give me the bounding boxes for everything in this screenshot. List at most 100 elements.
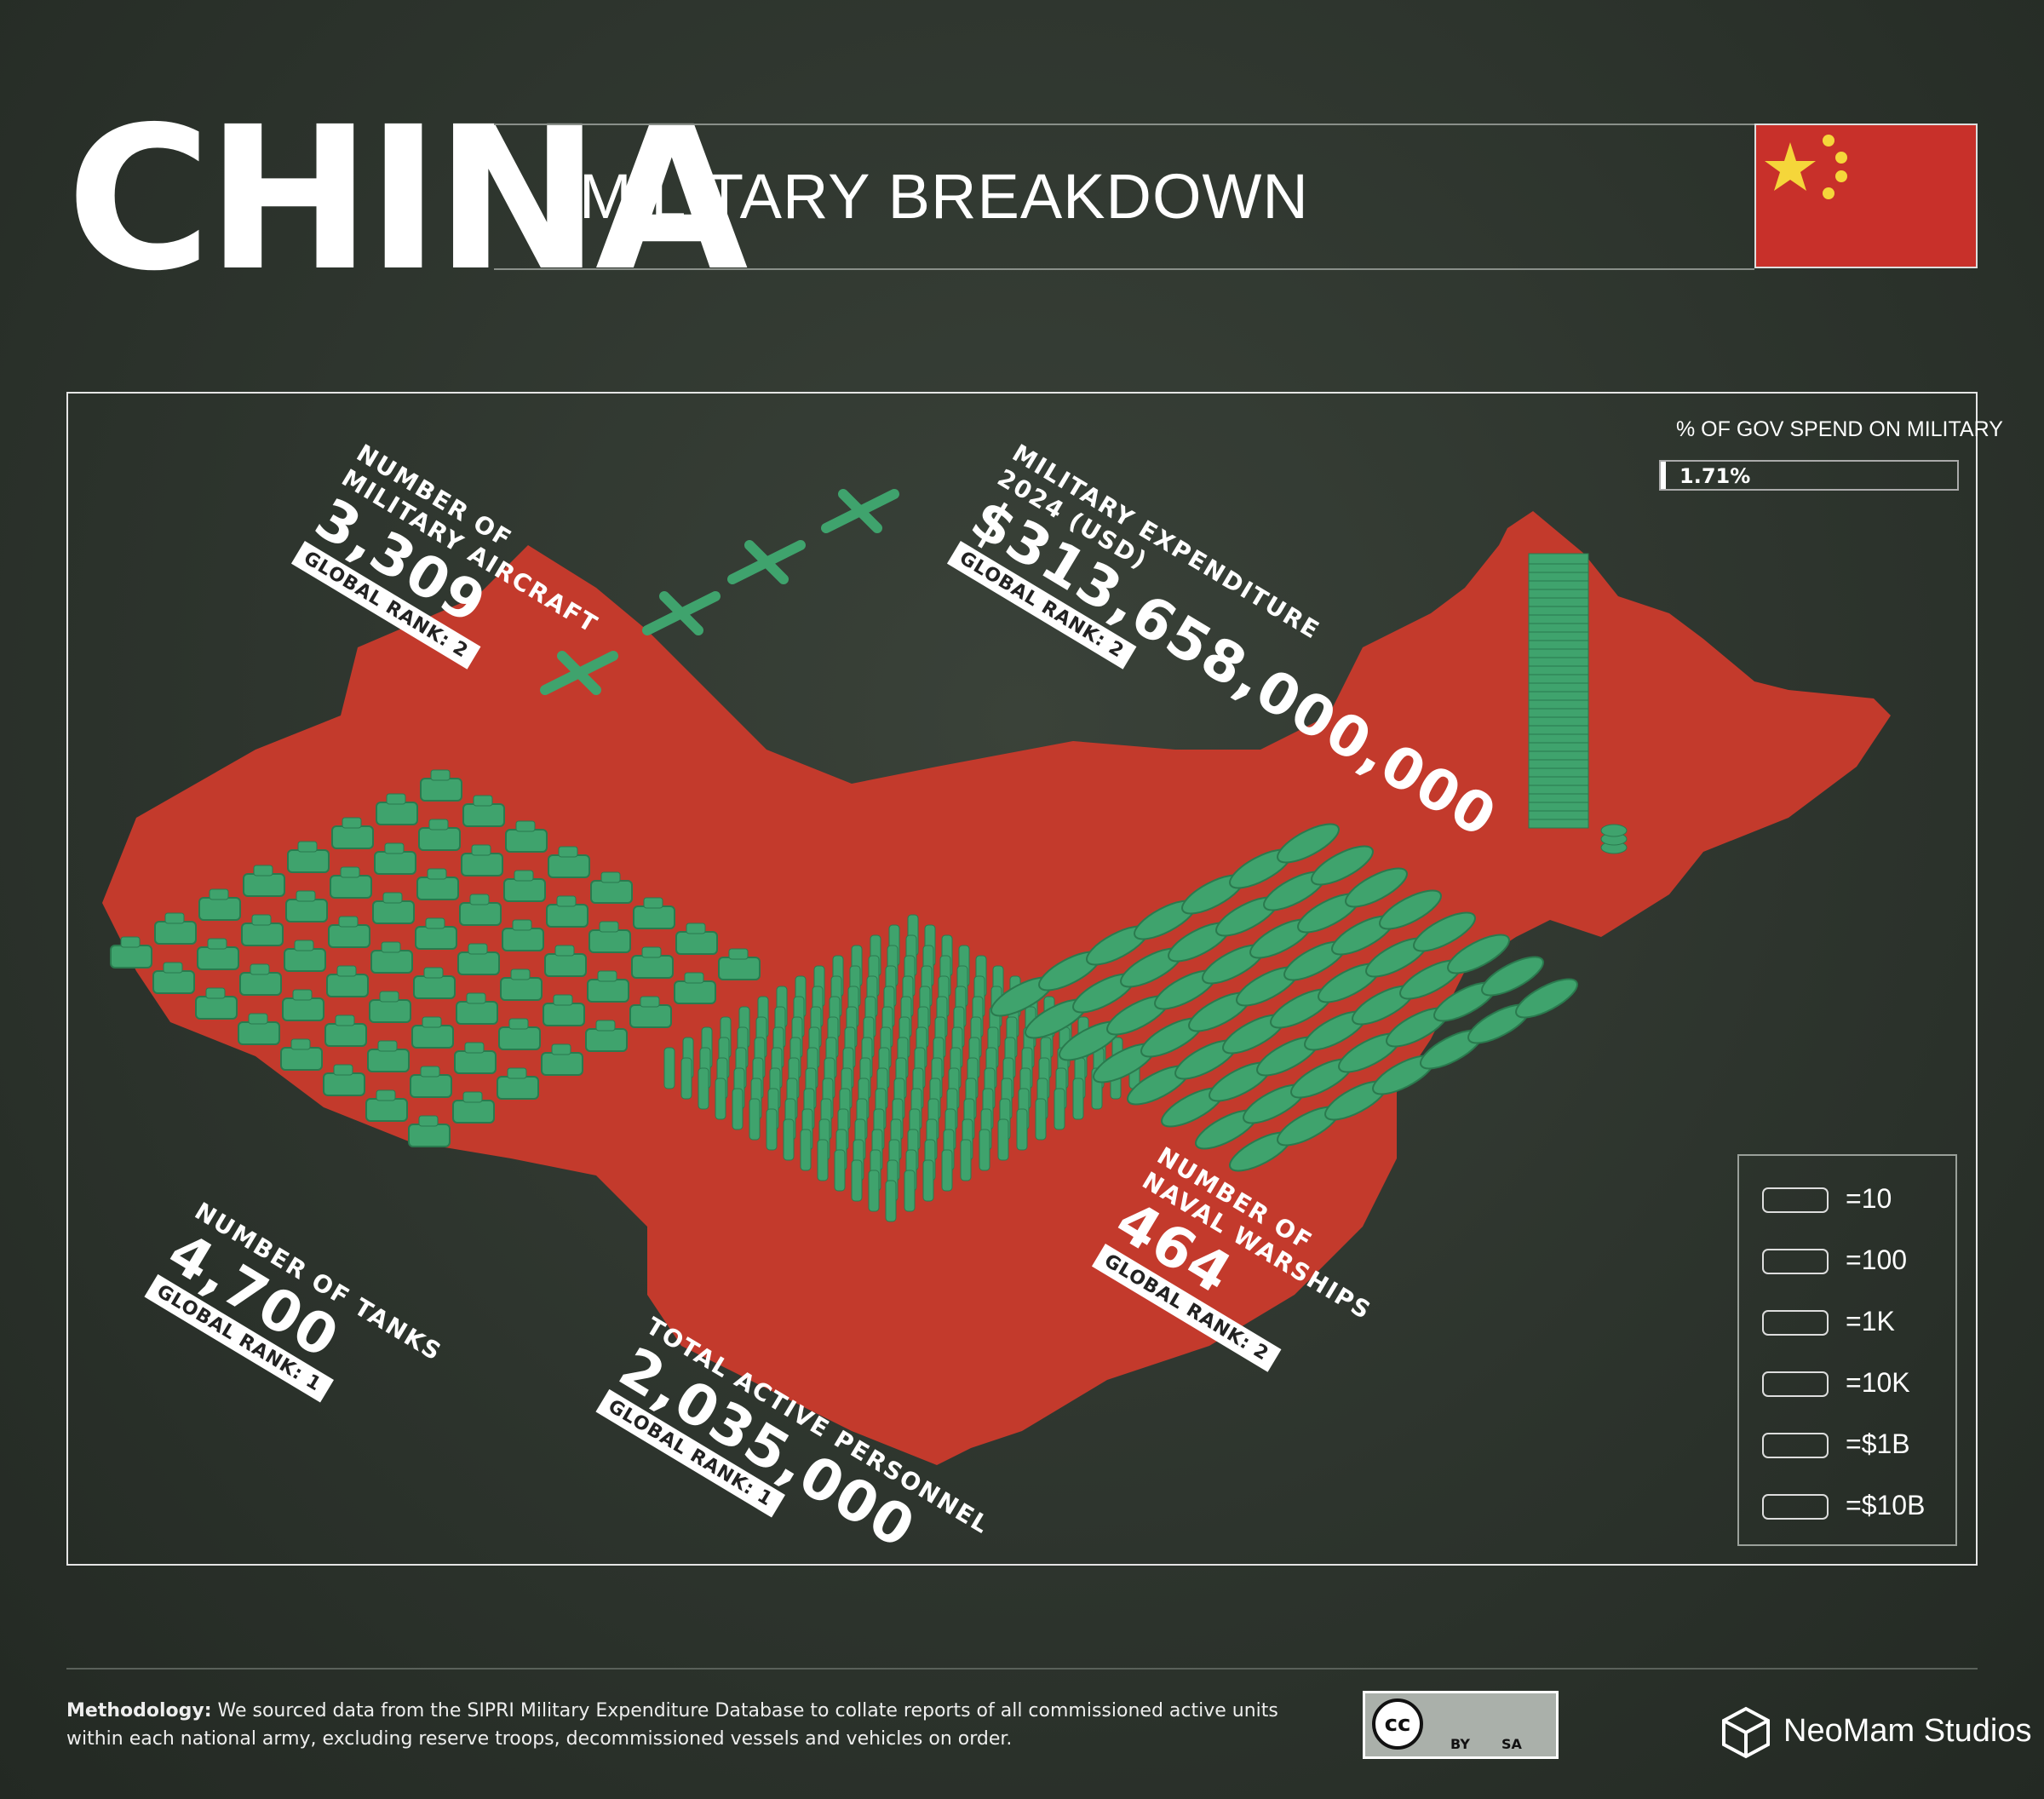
legend-icon [1762,1494,1829,1520]
legend-icon [1762,1249,1829,1274]
tank-turret [514,870,534,882]
footer-rule [66,1668,1978,1670]
soldier-icon [851,1159,863,1202]
tank-turret [599,921,619,933]
tank-turret [333,1064,353,1076]
soldier-icon [1054,1088,1065,1130]
tank-turret [462,1091,483,1103]
soldier-icon [979,1129,990,1171]
cc-by: BY [1450,1736,1470,1752]
tank-turret [553,994,573,1006]
tank-turret [253,865,273,877]
soldier-icon [922,1159,934,1202]
soldier-icon [800,1129,812,1171]
tank-turret [342,817,362,829]
legend-icon [1762,1371,1829,1397]
tank-turret [386,793,406,805]
soldier-icon [783,1118,795,1161]
soldier-icon [817,1139,829,1181]
title: CHINA [66,84,748,314]
soldier-icon [715,1078,726,1120]
tank-turret [420,1066,440,1078]
soldier-icon [834,1149,846,1192]
tank-turret [251,914,272,926]
tank-turret [428,819,449,831]
aircraft-icon [727,540,806,584]
cc-sa: SA [1501,1736,1522,1752]
gov-spend-fill [1661,462,1666,489]
brand: NeoMam Studios [1719,1705,2031,1760]
brand-name: NeoMam Studios [1783,1713,2032,1750]
cc-mark: cc [1372,1698,1423,1750]
tank-turret [554,945,575,957]
tank-turret [248,1013,268,1025]
legend-label: =1K [1846,1306,1895,1336]
tank-turret [512,919,532,931]
soldier-icon [698,1067,709,1110]
tank-turret [507,1067,527,1079]
tank-turret [641,946,662,958]
soldier-icon [663,1047,675,1089]
soldier-icon [960,1139,972,1181]
methodology-label: Methodology: [66,1700,212,1721]
soldier-icon [680,1057,692,1100]
soldier-icon [766,1108,778,1151]
tank-turret [430,769,451,781]
tank-turret [551,1043,571,1055]
tank-turret [469,894,490,905]
tank-turret [464,1042,485,1054]
legend-label: =10 [1846,1183,1892,1214]
legend-icon [1762,1187,1829,1213]
tank-turret [209,888,229,900]
tank-turret [473,795,493,807]
tank-turret [684,972,704,984]
tank-turret [297,841,318,853]
ship-icon [1277,823,1340,864]
legend: =10 =100 =1K =10K =$1B =$10B [1737,1154,1957,1546]
tank-turret [600,871,621,883]
tank-turret [335,1014,355,1026]
gov-spend-bar: 1.71% [1659,460,1959,491]
tank-turret [508,1018,529,1030]
tank-turret [471,844,491,856]
soldier-icon [868,1170,880,1212]
tank-turret [384,842,405,854]
tank-turret [120,936,141,948]
tank-turret [558,846,578,858]
gov-spend-value: 1.71% [1679,464,1751,488]
tank-turret [376,1089,396,1101]
aircraft-icon [540,651,618,695]
ship-icon [1481,956,1544,997]
unit-icons [110,489,1628,1222]
tank-turret [643,897,663,909]
coin-icon [1600,824,1628,837]
soldier-icon [1072,1078,1084,1120]
legend-label: =10K [1846,1367,1910,1398]
tank-turret [595,1020,616,1032]
soldier-icon [1035,1098,1047,1141]
tank-turret [290,1038,311,1050]
tank-turret [163,962,183,974]
flag-stars [1765,135,1847,199]
aircraft-icon [642,591,721,635]
tank-turret [556,895,577,907]
ship-icon [1311,845,1374,886]
tank-turret [515,820,536,832]
soldier-icon [904,1170,916,1212]
soldier-icon [997,1118,1009,1161]
legend-label: =100 [1846,1244,1908,1275]
methodology-text: We sourced data from the SIPRI Military … [66,1700,1278,1750]
soldier-icon [749,1098,761,1141]
tank-turret [292,989,313,1001]
ship-icon [1447,934,1510,974]
soldier-icon [941,1149,953,1192]
tank-turret [294,940,314,951]
tank-turret [422,1016,442,1028]
soldier-icon [732,1088,744,1130]
tank-turret [597,970,617,982]
tank-turret [296,890,316,902]
ship-icon [1379,889,1442,930]
